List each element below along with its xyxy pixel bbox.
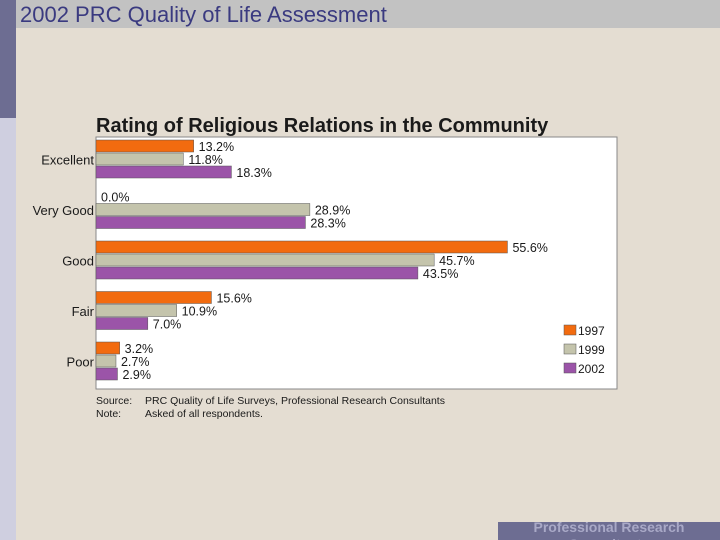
value-label-fair-2002: 7.0% <box>153 318 182 332</box>
bar-good-1997 <box>95 240 508 254</box>
note-label: Note: <box>96 408 121 420</box>
category-label-excellent: Excellent <box>41 153 94 168</box>
bar-good-2002 <box>95 266 419 280</box>
category-label-very-good: Very Good <box>33 203 94 218</box>
bar-poor-2002 <box>95 367 118 381</box>
legend-label-1999: 1999 <box>578 343 605 357</box>
legend-label-2002: 2002 <box>578 362 605 376</box>
bar-poor-1999 <box>95 354 117 368</box>
footer-bar: Professional Research Consultants <box>498 522 720 540</box>
value-label-excellent-2002: 18.3% <box>236 166 271 180</box>
left-accent-band <box>0 0 16 118</box>
value-label-good-2002: 43.5% <box>423 267 458 281</box>
value-label-excellent-1999: 11.8% <box>188 153 223 167</box>
value-label-poor-1997: 3.2% <box>125 342 153 356</box>
value-label-poor-1999: 2.7% <box>121 355 150 369</box>
value-label-fair-1997: 15.6% <box>216 292 251 306</box>
bar-chart: Rating of Religious Relations in the Com… <box>33 115 618 420</box>
bar-good-1999 <box>95 253 435 267</box>
value-label-very-good-1999: 28.9% <box>315 204 350 218</box>
bar-fair-2002 <box>95 317 149 330</box>
legend-swatch-1997 <box>563 324 577 336</box>
bar-very-good-2002 <box>95 216 306 229</box>
value-label-excellent-1997: 13.2% <box>199 140 234 154</box>
left-accent-band-lower <box>0 118 16 540</box>
value-label-very-good-1997: 0.0% <box>101 191 130 205</box>
value-label-good-1999: 45.7% <box>439 254 474 268</box>
bar-fair-1997 <box>95 291 212 304</box>
bar-fair-1999 <box>95 304 177 317</box>
bar-excellent-1997 <box>95 139 194 153</box>
source-label: Source: <box>96 395 132 407</box>
value-label-fair-1999: 10.9% <box>182 305 217 319</box>
legend-swatch-1999 <box>563 343 577 355</box>
bar-excellent-1999 <box>95 152 184 166</box>
title-bar <box>0 0 720 28</box>
slide-title: 2002 PRC Quality of Life Assessment <box>20 2 387 27</box>
bar-poor-1997 <box>95 341 120 355</box>
bar-very-good-1999 <box>95 203 311 216</box>
category-label-poor: Poor <box>67 355 95 370</box>
note-text: Asked of all respondents. <box>145 408 263 420</box>
footer-text: Professional Research Consultants <box>533 522 685 540</box>
value-label-very-good-2002: 28.3% <box>310 217 345 231</box>
chart-title: Rating of Religious Relations in the Com… <box>96 115 549 137</box>
source-text: PRC Quality of Life Surveys, Professiona… <box>145 395 445 407</box>
value-label-poor-2002: 2.9% <box>122 368 150 382</box>
category-label-fair: Fair <box>72 304 95 319</box>
bar-excellent-2002 <box>95 165 232 179</box>
legend-swatch-2002 <box>563 362 577 374</box>
legend-label-1997: 1997 <box>578 324 605 338</box>
category-label-good: Good <box>62 254 94 269</box>
value-label-good-1997: 55.6% <box>512 241 547 255</box>
